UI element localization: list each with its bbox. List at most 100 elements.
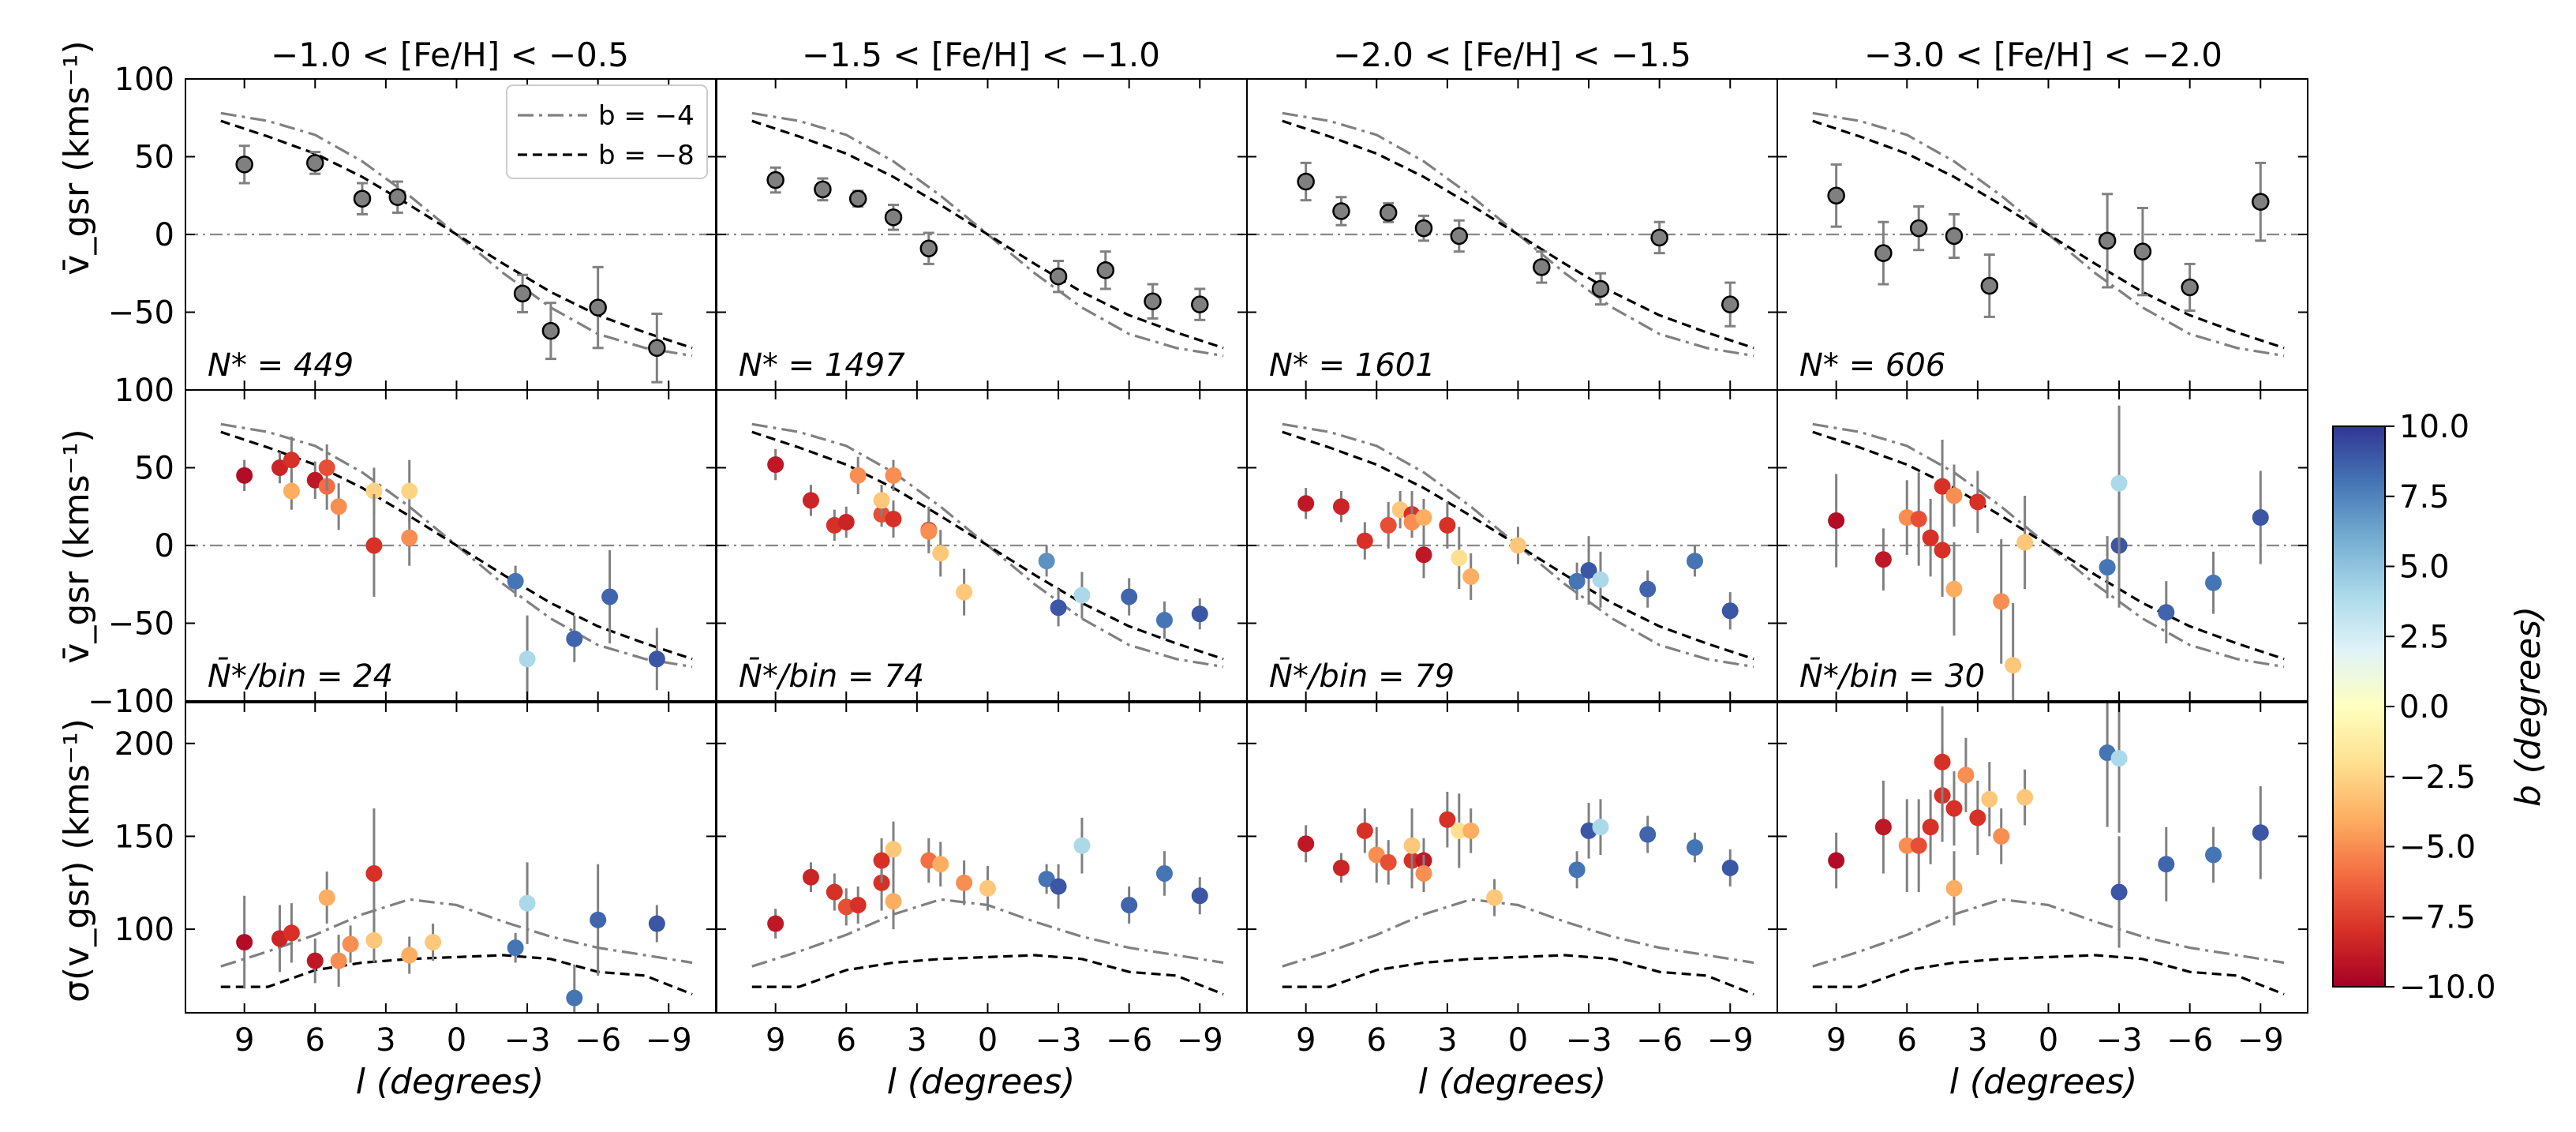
data-point	[1450, 227, 1469, 246]
x-tick-label: −3	[1035, 1022, 1082, 1059]
data-point	[849, 897, 867, 914]
legend-label-b4: b = −4	[598, 100, 695, 132]
x-tick-label: −3	[1566, 1022, 1612, 1059]
data-point	[1297, 172, 1315, 191]
colorbar-tick-label: −5.0	[2399, 830, 2476, 866]
data-point	[1038, 553, 1055, 570]
data-point	[1439, 811, 1456, 828]
x-tick-label: 6	[837, 1022, 856, 1059]
data-point	[283, 924, 300, 942]
colorbar-tick-label: 7.5	[2399, 479, 2450, 515]
colorbar-tick-label: 10.0	[2399, 409, 2469, 445]
data-point	[2252, 824, 2269, 842]
data-point	[1462, 568, 1480, 585]
sample-size-annotation: N̄*/bin = 24	[208, 657, 393, 695]
data-point	[1568, 572, 1586, 590]
panel-plot-area	[185, 111, 716, 384]
x-tick-label: 9	[1296, 1022, 1316, 1059]
data-point	[2252, 509, 2269, 527]
data-point	[1332, 202, 1350, 220]
x-tick-label: 3	[1437, 1022, 1457, 1059]
colorbar-tick-label: −2.5	[2399, 759, 2476, 796]
data-point	[1993, 827, 2010, 845]
y-tick-label: 50	[134, 451, 174, 487]
data-point	[1934, 753, 1951, 770]
data-point	[365, 482, 383, 500]
data-point	[283, 452, 300, 469]
column-title-3: −2.0 < [Fe/H] < −1.5	[1333, 36, 1691, 74]
data-point	[919, 239, 938, 257]
data-point	[1922, 819, 1939, 836]
data-point	[566, 989, 583, 1006]
data-point	[1910, 511, 1927, 528]
data-point	[648, 650, 665, 668]
colorbar: 10.0 7.5 5.0 2.5 0.0 −2.5 −5.0 −7.5 −10.0 b (deg…	[2332, 409, 2548, 1006]
data-point	[1368, 846, 1385, 864]
panel-r2-c4: N̄*/bin = 30	[1777, 389, 2308, 702]
y-axis-label-row-1: v̄_gsr (kms⁻¹)	[57, 40, 97, 275]
legend: b = −4 b = −8	[506, 84, 708, 179]
data-point	[2205, 574, 2222, 591]
data-point	[365, 865, 383, 883]
panel-plot-area	[1247, 422, 1777, 669]
x-tick-label: −6	[2166, 1022, 2213, 1059]
x-tick-label: −9	[646, 1022, 692, 1059]
data-point	[932, 545, 949, 562]
data-point	[1121, 897, 1138, 914]
data-point	[885, 467, 902, 484]
column-titles: −1.0 < [Fe/H] < −0.5 −1.5 < [Fe/H] < −1.…	[271, 36, 2222, 74]
panel-plot-area	[1812, 703, 2285, 995]
data-point	[1380, 516, 1397, 534]
model-curve-b-minus-8	[1282, 119, 1754, 350]
data-point	[1332, 859, 1350, 876]
panel-r1-c3: N* = 1601	[1246, 78, 1778, 391]
data-point	[1650, 228, 1668, 247]
data-point	[767, 915, 784, 932]
data-point	[1038, 871, 1055, 888]
panel-r3-c2: 9 6 3 0 −3 −6 −9	[716, 702, 1248, 1059]
model-curve-b-minus-8	[1812, 119, 2285, 350]
data-point	[1451, 822, 1468, 839]
data-point	[1073, 587, 1091, 604]
data-point	[1909, 219, 1928, 238]
model-curve-b-minus-8	[1812, 954, 2285, 995]
column-title-1: −1.0 < [Fe/H] < −0.5	[271, 36, 629, 74]
panel-r3-c4: 9 6 3 0 −3 −6 −9	[1777, 702, 2308, 1059]
data-point	[1639, 580, 1657, 598]
data-point	[1415, 509, 1432, 527]
data-point	[2181, 278, 2199, 297]
data-point	[956, 874, 973, 891]
colorbar-gradient	[2333, 426, 2385, 987]
x-tick-label: 3	[1968, 1022, 1987, 1059]
data-point	[873, 492, 890, 509]
x-tick-label: −3	[2096, 1022, 2143, 1059]
data-point	[1910, 837, 1927, 854]
data-point	[1945, 487, 1963, 504]
data-point	[1451, 549, 1468, 567]
model-curve-b-minus-4	[1282, 898, 1754, 968]
column-title-2: −1.5 < [Fe/H] < −1.0	[802, 36, 1160, 74]
data-point	[401, 946, 418, 964]
data-point	[1155, 612, 1173, 629]
data-point	[920, 523, 938, 540]
x-tick-label: 9	[766, 1022, 785, 1059]
data-point	[1945, 580, 1963, 598]
data-point	[1191, 295, 1209, 313]
panel-frame	[716, 702, 1248, 1014]
data-point	[1439, 516, 1456, 534]
x-tick-label: −9	[1707, 1022, 1754, 1059]
colorbar-tick-label: 5.0	[2399, 549, 2450, 586]
data-point	[388, 188, 407, 206]
model-curve-b-minus-8	[220, 954, 693, 995]
data-point	[1969, 809, 1986, 827]
data-point	[1121, 588, 1138, 605]
data-point	[1934, 478, 1951, 495]
x-tick-label: −9	[1177, 1022, 1223, 1059]
data-point	[802, 868, 819, 886]
column-title-4: −3.0 < [Fe/H] < −2.0	[1864, 36, 2222, 74]
colorbar-tick-label: −10.0	[2399, 969, 2496, 1006]
y-tick-label: 50	[134, 140, 174, 176]
model-curve-b-minus-8	[220, 119, 693, 350]
data-point	[1486, 889, 1503, 906]
